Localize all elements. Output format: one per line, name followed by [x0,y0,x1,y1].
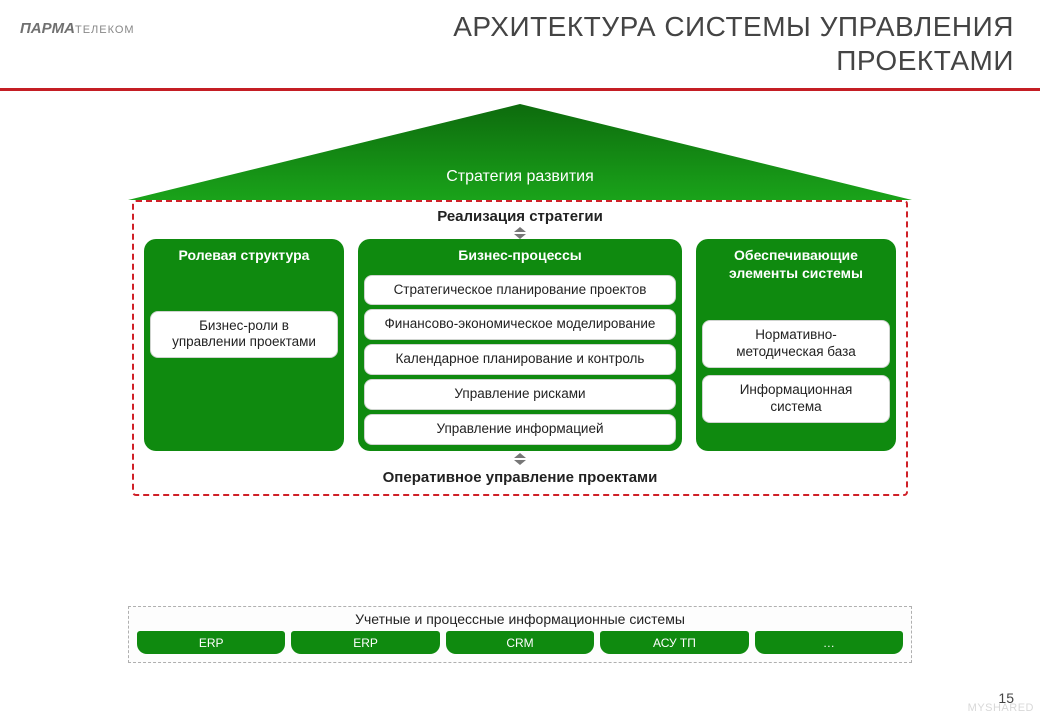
mini-0: ERP [137,631,285,654]
mini-3: АСУ ТП [600,631,748,654]
bottom-systems-box: Учетные и процессные информационные сист… [128,606,912,663]
column-mid: Бизнес-процессы Стратегическое планирова… [358,239,682,451]
card-processes: Бизнес-процессы Стратегическое планирова… [358,239,682,451]
brand-logo: ПАРМАТЕЛЕКОМ [20,20,135,37]
watermark: MYSHARED [968,702,1034,714]
slide-title: АРХИТЕКТУРА СИСТЕМЫ УПРАВЛЕНИЯ ПРОЕКТАМИ [453,10,1014,77]
roof-label: Стратегия развития [128,168,912,186]
pill-right-0: Нормативно-методическая база [702,320,890,368]
connector-bottom-icon [144,453,896,465]
card-processes-header: Бизнес-процессы [358,239,682,275]
diagram-stage: Стратегия развития Реализация стратегии … [128,104,912,496]
pill-right-1: Информационная система [702,375,890,423]
brand-sub: ТЕЛЕКОМ [75,24,135,36]
mini-4: … [755,631,903,654]
card-roles-header: Ролевая структура [144,239,344,275]
bottom-systems-title: Учетные и процессные информационные сист… [137,609,903,631]
card-roles-body: Бизнес-роли в управлении проектами [144,275,344,451]
bottom-systems-row: ERP ERP CRM АСУ ТП … [137,631,903,654]
red-divider [0,88,1040,91]
pill-mid-4: Управление информацией [364,414,676,445]
pill-mid-2: Календарное планирование и контроль [364,344,676,375]
slide-title-line1: АРХИТЕКТУРА СИСТЕМЫ УПРАВЛЕНИЯ [453,10,1014,44]
slide-title-line2: ПРОЕКТАМИ [453,44,1014,78]
connector-top-icon [144,227,896,239]
strategy-dashed-box: Реализация стратегии Ролевая структура Б… [132,200,908,496]
section-label-bottom: Оперативное управление проектами [144,469,896,486]
pill-mid-0: Стратегическое планирование проектов [364,275,676,306]
column-left: Ролевая структура Бизнес-роли в управлен… [144,239,344,451]
mini-2: CRM [446,631,594,654]
pill-mid-1: Финансово-экономическое моделирование [364,309,676,340]
columns-row: Ролевая структура Бизнес-роли в управлен… [144,239,896,451]
card-supporting-header: Обеспечивающие элементы системы [696,239,896,292]
roof-shape: Стратегия развития [128,104,912,200]
card-processes-body: Стратегическое планирование проектов Фин… [358,275,682,451]
card-roles: Ролевая структура Бизнес-роли в управлен… [144,239,344,451]
column-right: Обеспечивающие элементы системы Норматив… [696,239,896,451]
card-supporting-body: Нормативно-методическая база Информацион… [696,292,896,451]
brand-main: ПАРМА [20,20,75,37]
mini-1: ERP [291,631,439,654]
pill-role-0: Бизнес-роли в управлении проектами [150,311,338,359]
section-label-top: Реализация стратегии [144,208,896,225]
pill-mid-3: Управление рисками [364,379,676,410]
card-supporting: Обеспечивающие элементы системы Норматив… [696,239,896,451]
